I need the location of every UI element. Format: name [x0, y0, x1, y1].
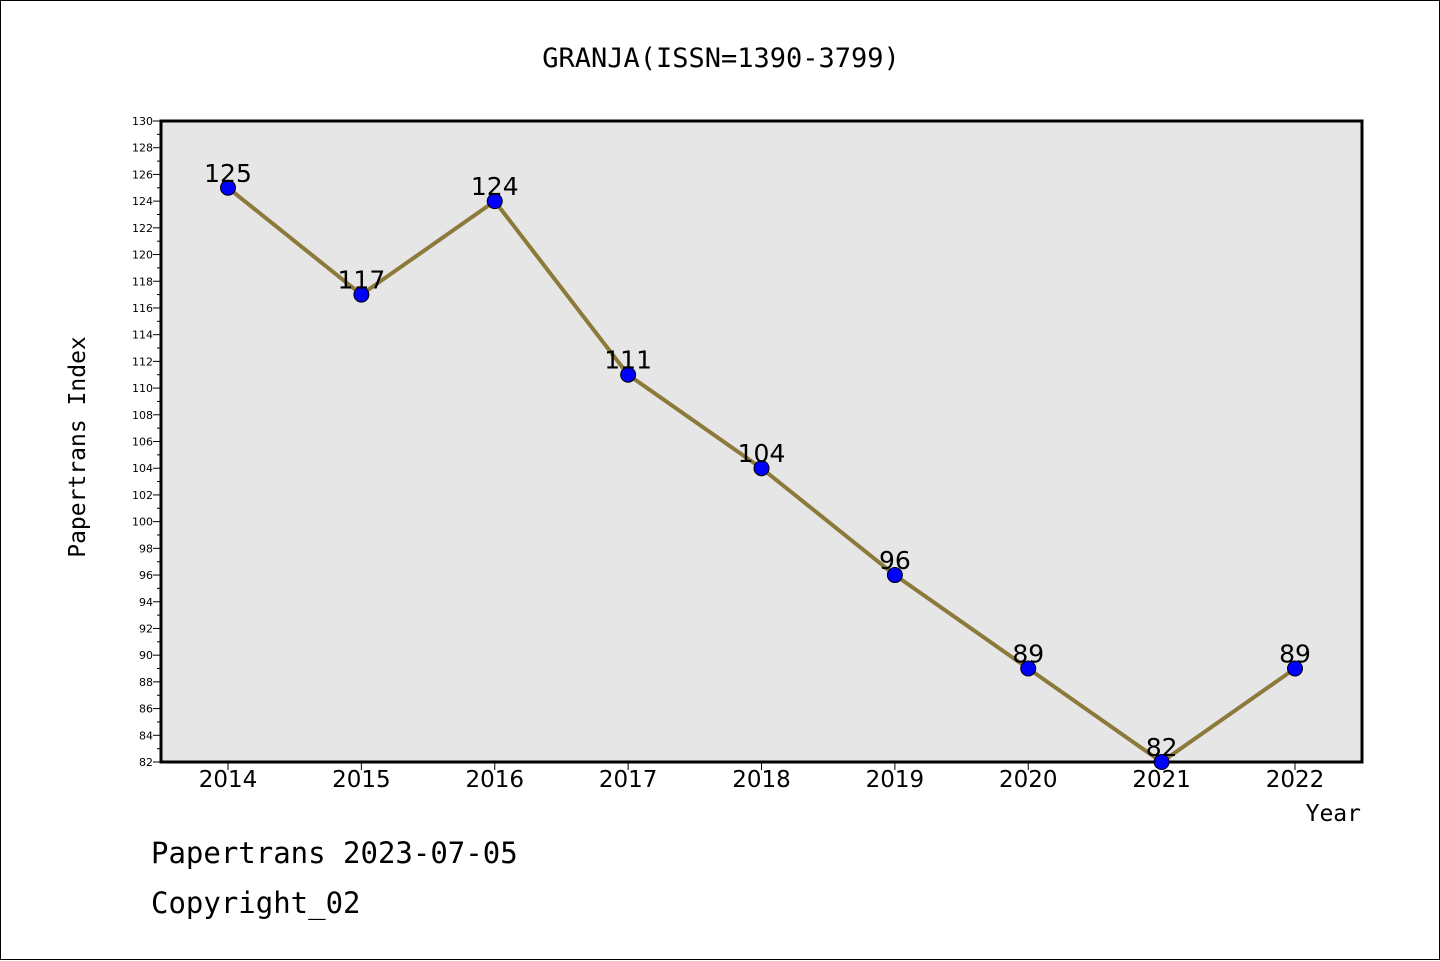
data-label: 125 — [204, 159, 252, 188]
chart-title: GRANJA(ISSN=1390-3799) — [542, 43, 900, 74]
y-tick-label: 102 — [132, 489, 153, 502]
y-tick-label: 122 — [132, 222, 153, 235]
y-tick-label: 114 — [132, 329, 153, 342]
y-tick-label: 116 — [132, 302, 153, 315]
data-label: 89 — [1012, 640, 1044, 669]
y-axis-label: Papertrans Index — [65, 336, 91, 558]
data-label: 117 — [338, 266, 386, 295]
data-label: 89 — [1279, 640, 1311, 669]
y-tick-label: 130 — [132, 115, 153, 128]
x-axis-label: Year — [1306, 801, 1361, 827]
y-tick-label: 96 — [139, 569, 153, 582]
x-tick-label: 2019 — [866, 767, 925, 793]
y-tick-label: 82 — [139, 756, 153, 769]
data-point — [886, 567, 903, 584]
y-tick-label: 118 — [132, 275, 153, 288]
y-tick-label: 84 — [139, 729, 153, 742]
y-tick-label: 108 — [132, 409, 153, 422]
data-point — [1020, 660, 1037, 677]
data-point — [1153, 754, 1170, 770]
y-tick-label: 98 — [139, 542, 153, 555]
x-tick-label: 2021 — [1132, 767, 1191, 793]
y-tick-label: 94 — [139, 596, 153, 609]
x-tick-label: 2022 — [1266, 767, 1325, 793]
y-tick-label: 86 — [139, 703, 153, 716]
y-tick-label: 90 — [139, 649, 153, 662]
x-tick-label: 2015 — [332, 767, 391, 793]
data-label: 104 — [738, 439, 786, 468]
data-label: 96 — [879, 546, 911, 575]
y-tick-label: 126 — [132, 168, 153, 181]
data-point — [1287, 660, 1303, 677]
y-tick-label: 88 — [139, 676, 153, 689]
data-point — [753, 460, 770, 477]
y-tick-label: 112 — [132, 355, 153, 368]
series-group — [220, 179, 1303, 770]
y-tick-label: 120 — [132, 249, 153, 262]
footer-copyright: Copyright_02 — [151, 886, 361, 920]
data-point — [220, 179, 236, 196]
x-tick-label: 2017 — [599, 767, 658, 793]
y-tick-label: 100 — [132, 516, 153, 529]
data-point — [353, 286, 370, 303]
y-tick-label: 92 — [139, 622, 153, 635]
y-tick-label: 106 — [132, 436, 153, 449]
x-tick-label: 2020 — [999, 767, 1058, 793]
y-tick-label: 124 — [132, 195, 153, 208]
x-tick-label: 2016 — [465, 767, 524, 793]
data-label: 124 — [471, 172, 519, 201]
x-axis: 2014 2015 2016 2017 2018 2019 2020 2021 2022 — [199, 762, 1325, 793]
data-label: 111 — [604, 346, 652, 375]
y-tick-label: 110 — [132, 382, 153, 395]
x-tick-label: 2018 — [732, 767, 791, 793]
data-point — [486, 193, 503, 210]
plot-area — [159, 119, 1364, 764]
data-label: 82 — [1146, 733, 1178, 762]
x-tick-label: 2014 — [199, 767, 258, 793]
data-label-group: 125 117 124 111 104 96 89 82 89 — [204, 159, 1311, 762]
y-axis: 82 84 86 88 90 92 94 96 98 100 102 104 106 108 110 112 1… — [132, 115, 161, 769]
data-point — [620, 366, 637, 383]
y-tick-label: 128 — [132, 142, 153, 155]
footer-date: Papertrans 2023-07-05 — [151, 836, 518, 870]
y-tick-label: 104 — [132, 462, 153, 475]
